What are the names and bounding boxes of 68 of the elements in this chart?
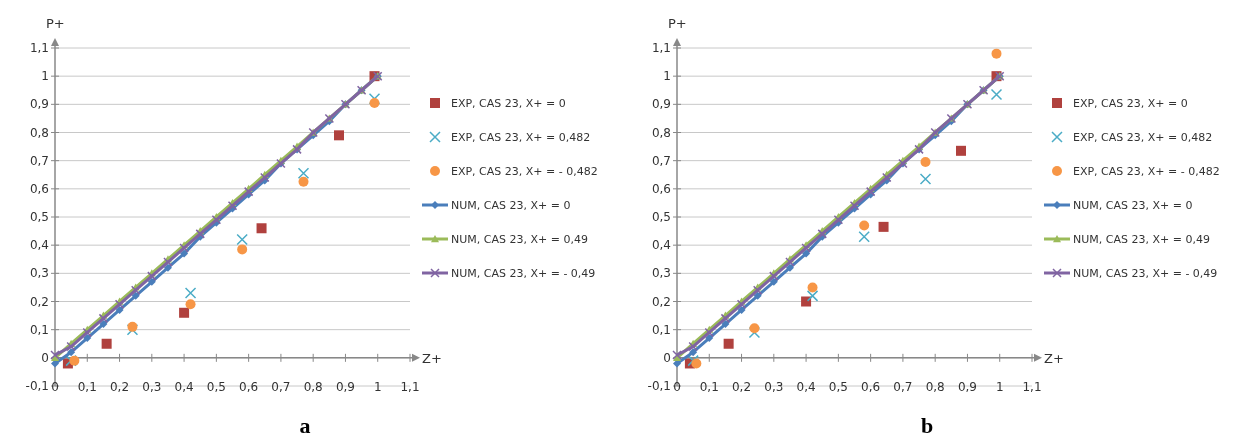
legend-label: NUM, CAS 23, X+ = - 0,49: [451, 267, 596, 280]
legend-label: NUM, CAS 23, X+ = - 0,49: [1073, 267, 1218, 280]
text: a: [299, 413, 311, 437]
y-tick-label: 0,7: [651, 153, 671, 168]
x-tick-label: 1: [995, 380, 1004, 394]
x-tick-label: 0,1: [77, 380, 97, 394]
x-tick-label: 0,6: [861, 380, 881, 394]
y-tick-label: 0,8: [29, 125, 49, 140]
y-axis-title: P+: [46, 16, 65, 31]
y-tick-label: 0,6: [29, 181, 49, 196]
legend-label: EXP, CAS 23, X+ = 0,482: [451, 131, 591, 144]
y-tick-label: 0,9: [29, 97, 49, 112]
y-tick-label: 0,4: [651, 238, 671, 253]
x-tick-label: 1,1: [400, 380, 420, 394]
x-tick-label: 0,1: [699, 380, 719, 394]
legend-label: NUM, CAS 23, X+ = 0: [1073, 199, 1193, 212]
y-tick-label: 1,1: [651, 41, 671, 55]
legend-label: EXP, CAS 23, X+ = - 0,482: [451, 165, 598, 178]
x-tick-label: 0,4: [174, 380, 194, 394]
y-tick-label: 0,1: [651, 322, 671, 337]
y-tick-label: 1: [41, 69, 49, 84]
legend-label: NUM, CAS 23, X+ = 0,49: [451, 233, 588, 246]
y-tick-label: 0,7: [29, 153, 49, 168]
x-axis-title: Z+: [1044, 350, 1064, 366]
y-tick-label: 0,3: [29, 266, 49, 281]
y-tick-label: 0: [663, 350, 671, 365]
x-tick-label: 0,4: [796, 380, 816, 394]
x-tick-label: 1: [373, 380, 382, 394]
y-tick-label: 0,4: [29, 238, 49, 253]
x-tick-label: 0,8: [303, 380, 323, 394]
y-tick-label: 0,9: [651, 97, 671, 112]
y-tick-label: 0,5: [651, 210, 671, 224]
legend-label: NUM, CAS 23, X+ = 0: [451, 199, 571, 212]
y-tick-label: 1: [663, 69, 671, 84]
y-tick-label: 0,8: [651, 125, 671, 140]
x-tick-label: 0,9: [335, 380, 355, 394]
x-tick-label: 0,9: [957, 380, 977, 394]
y-tick-label: 0,2: [29, 294, 49, 309]
x-tick-label: 0: [51, 380, 59, 394]
x-tick-label: 0,7: [271, 380, 291, 394]
legend-label: NUM, CAS 23, X+ = 0,49: [1073, 233, 1210, 246]
y-tick-label: 0: [41, 350, 49, 365]
text: b: [920, 413, 934, 437]
y-tick-label: 0,6: [651, 181, 671, 196]
x-tick-label: 0,3: [142, 380, 162, 394]
x-tick-label: 0,8: [925, 380, 945, 394]
x-tick-label: 0,2: [732, 380, 752, 394]
y-tick-label: -0,1: [25, 379, 49, 393]
x-tick-label: 0,5: [206, 380, 226, 394]
x-tick-label: 0: [673, 380, 681, 394]
legend-label: EXP, CAS 23, X+ = 0,482: [1073, 131, 1213, 144]
legend-label: EXP, CAS 23, X+ = - 0,482: [1073, 165, 1220, 178]
y-tick-label: 0,2: [651, 294, 671, 309]
x-tick-label: 0,3: [764, 380, 784, 394]
legend-label: EXP, CAS 23, X+ = 0: [1073, 97, 1188, 110]
x-tick-label: 0,6: [239, 380, 259, 394]
y-tick-label: 0,1: [29, 322, 49, 337]
x-axis-title: Z+: [422, 350, 442, 366]
legend-label: EXP, CAS 23, X+ = 0: [451, 97, 566, 110]
x-tick-label: 0,7: [893, 380, 913, 394]
y-tick-label: 1,1: [29, 41, 49, 55]
x-tick-label: 1,1: [1022, 380, 1042, 394]
y-tick-label: 0,5: [29, 210, 49, 224]
y-tick-label: -0,1: [647, 379, 671, 393]
y-axis-title: P+: [668, 16, 687, 31]
x-tick-label: 0,2: [110, 380, 130, 394]
y-tick-label: 0,3: [651, 266, 671, 281]
x-tick-label: 0,5: [828, 380, 848, 394]
